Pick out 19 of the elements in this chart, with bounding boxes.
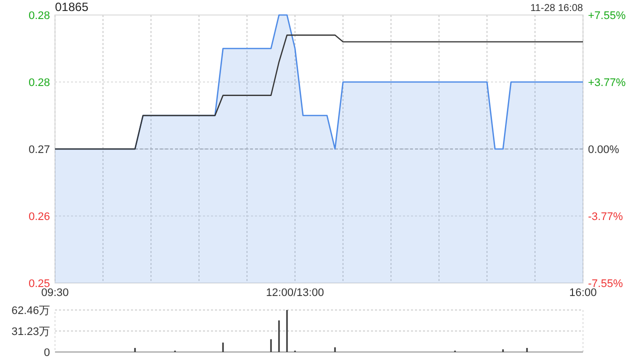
- y-tick-label: 0.27: [28, 144, 50, 156]
- y2-tick-label: +7.55%: [588, 10, 626, 22]
- y-tick-label: 62.46万: [11, 304, 50, 317]
- y-tick-label: 0.25: [28, 278, 50, 290]
- y-tick-label: 0: [44, 346, 50, 359]
- text: 11-28 16:08: [530, 3, 584, 14]
- x-tick-label: 09:30: [41, 287, 69, 299]
- y2-tick-label: -3.77%: [588, 210, 624, 223]
- x-tick-label: 12:00/13:00: [266, 287, 324, 299]
- y-tick-label: 0.28: [28, 76, 50, 89]
- y-tick-label: 0.28: [28, 10, 50, 22]
- chart-title: 01865: [55, 0, 89, 14]
- y2-tick-label: -7.55%: [588, 278, 624, 290]
- y-tick-label: 0.26: [28, 210, 50, 223]
- y2-tick-label: +3.77%: [588, 76, 626, 89]
- x-tick-label: 16:00: [569, 287, 597, 299]
- y-tick-label: 31.23万: [11, 326, 50, 338]
- y2-tick-label: 0.00%: [588, 144, 620, 156]
- line-series: [54, 34, 584, 150]
